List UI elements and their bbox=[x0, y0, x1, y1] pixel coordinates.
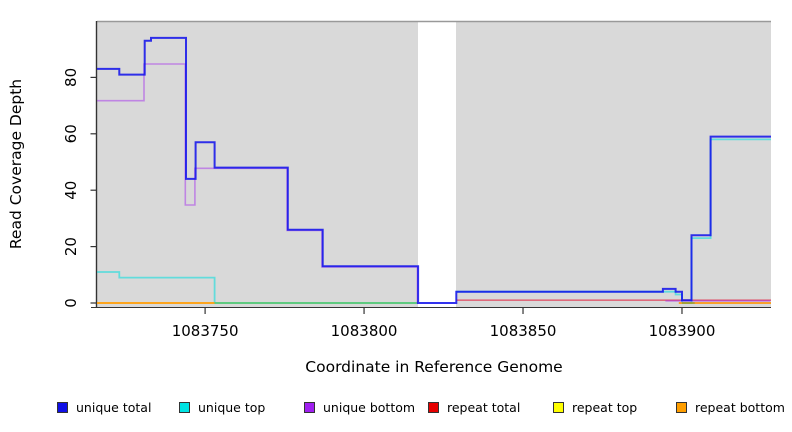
plot-legend: unique total unique top unique bottom repea… bbox=[0, 399, 792, 419]
plot-panel-right-shading bbox=[456, 21, 771, 307]
legend-item-unique-total: unique total bbox=[57, 399, 151, 415]
series-lines bbox=[97, 36, 771, 304]
legend-item-repeat-top: repeat top bbox=[553, 399, 637, 415]
legend-item-repeat-bottom: repeat bottom bbox=[676, 399, 785, 415]
y-tick-label: 40 bbox=[62, 181, 80, 200]
legend-item-unique-bottom: unique bottom bbox=[304, 399, 415, 415]
legend-item-repeat-total: repeat total bbox=[428, 399, 520, 415]
plot-panel-left-shading bbox=[97, 21, 418, 307]
legend-item-unique-top: unique top bbox=[179, 399, 265, 415]
legend-label: repeat total bbox=[447, 399, 521, 415]
x-tick-label: 1083850 bbox=[490, 322, 557, 340]
legend-label: unique total bbox=[76, 399, 152, 415]
y-axis-ticks: 0 20 40 60 80 bbox=[62, 68, 97, 308]
y-axis-title: Read Coverage Depth bbox=[7, 79, 25, 249]
legend-label: unique bottom bbox=[323, 399, 416, 415]
legend-label: repeat bottom bbox=[695, 399, 785, 415]
x-axis-ticks: 1083750 1083800 1083850 1083900 bbox=[172, 307, 716, 340]
y-tick-label: 80 bbox=[62, 68, 80, 87]
x-tick-label: 1083800 bbox=[331, 322, 398, 340]
legend-swatch-repeat-top bbox=[553, 401, 564, 413]
series-line-unique-total bbox=[97, 36, 771, 304]
y-tick-label: 20 bbox=[62, 237, 80, 256]
legend-label: repeat top bbox=[572, 399, 638, 415]
legend-label: unique top bbox=[198, 399, 266, 415]
legend-swatch-unique-total bbox=[57, 401, 68, 413]
legend-swatch-repeat-total bbox=[428, 401, 439, 413]
x-axis-title: Coordinate in Reference Genome bbox=[305, 358, 562, 376]
legend-swatch-repeat-bottom bbox=[676, 401, 687, 413]
legend-swatch-unique-bottom bbox=[304, 401, 315, 413]
legend-swatch-unique-top bbox=[179, 401, 190, 413]
x-tick-label: 1083750 bbox=[172, 322, 239, 340]
y-tick-label: 60 bbox=[62, 124, 80, 143]
x-tick-label: 1083900 bbox=[649, 322, 716, 340]
y-tick-label: 0 bbox=[62, 298, 80, 308]
